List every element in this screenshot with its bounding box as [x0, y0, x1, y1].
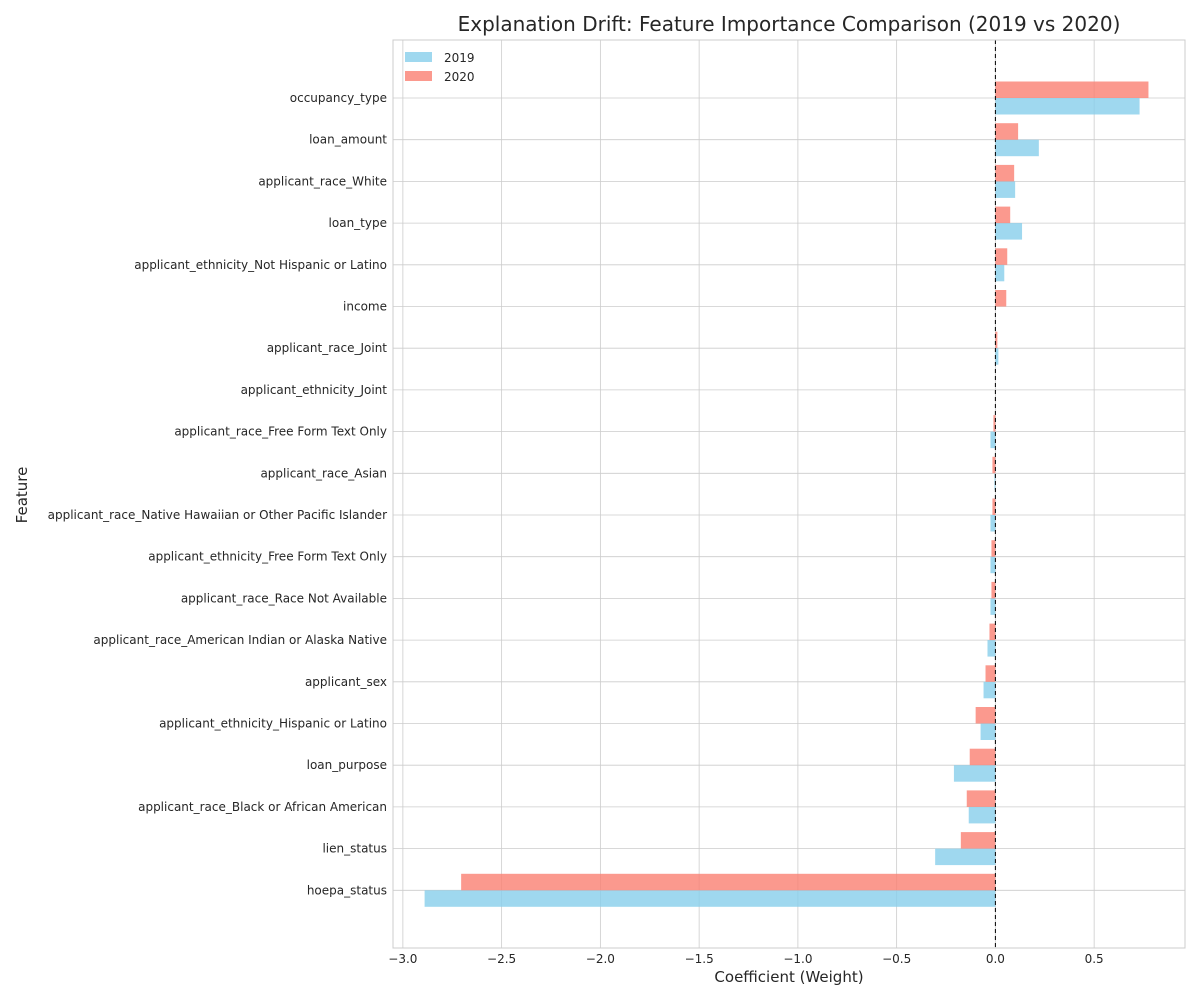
bar-2019-applicant-race-american-indian-or-alaska-native	[987, 640, 996, 657]
bar-2020-hoepa-status	[461, 873, 996, 891]
y-tick-label: applicant_race_Native Hawaiian or Other …	[48, 508, 387, 522]
y-tick-label: occupancy_type	[290, 91, 387, 105]
x-tick-label: −1.0	[783, 952, 812, 966]
y-tick-label: applicant_ethnicity_Hispanic or Latino	[159, 717, 387, 731]
x-tick-label: −2.5	[487, 952, 516, 966]
bar-2019-applicant-race-white	[995, 181, 1016, 198]
bar-2020-applicant-ethnicity-free-form-text-only	[991, 540, 996, 557]
legend-swatch-2020	[405, 71, 432, 81]
bar-2020-applicant-race-free-form-text-only	[993, 415, 996, 432]
bar-2020-loan-purpose	[969, 748, 996, 766]
legend-label-2019: 2019	[444, 51, 475, 65]
bar-2020-loan-amount	[995, 123, 1019, 140]
y-tick-label: lien_status	[322, 842, 387, 856]
bar-2019-applicant-ethnicity-not-hispanic-or-latino	[995, 264, 1005, 282]
x-tick-label: −2.0	[586, 952, 615, 966]
bar-2019-loan-purpose	[953, 765, 996, 782]
bar-2019-applicant-ethnicity-hispanic-or-latino	[980, 723, 996, 740]
bar-2020-applicant-race-black-or-african-american	[966, 790, 996, 807]
bar-2020-applicant-sex	[985, 665, 996, 682]
bar-2019-applicant-race-native-hawaiian-or-other-pacific-islander	[990, 515, 996, 532]
legend: 2019 2020	[405, 51, 475, 84]
bar-2019-applicant-ethnicity-free-form-text-only	[990, 556, 996, 574]
bar-2019-applicant-sex	[983, 681, 996, 699]
x-tick-label: 0.0	[986, 952, 1005, 966]
x-tick-labels: −3.0 −2.5 −2.0 −1.5 −1.0 −0.5 0.0 0.5	[388, 952, 1103, 966]
y-tick-label: income	[343, 300, 387, 314]
y-tick-label: applicant_race_Asian	[260, 466, 387, 480]
bar-2020-applicant-ethnicity-hispanic-or-latino	[975, 707, 996, 724]
y-tick-label: loan_type	[329, 216, 387, 230]
legend-label-2020: 2020	[444, 70, 475, 84]
bar-2019-applicant-race-race-not-available	[990, 598, 996, 615]
bar-2019-applicant-race-joint	[995, 348, 999, 365]
bar-2020-applicant-race-white	[995, 164, 1015, 182]
bar-2019-loan-amount	[995, 139, 1039, 157]
y-tick-label: applicant_race_Joint	[267, 341, 388, 355]
bar-2020-applicant-race-asian	[992, 456, 996, 474]
y-axis-label: Feature	[13, 467, 31, 524]
y-tick-label: loan_purpose	[307, 758, 387, 772]
bar-2020-applicant-race-race-not-available	[991, 581, 996, 599]
bar-2020-occupancy-type	[995, 81, 1149, 98]
plot-area-frame	[392, 39, 1186, 949]
x-tick-label: −1.5	[685, 952, 714, 966]
bar-2019-lien-status	[935, 848, 996, 866]
y-tick-label: applicant_race_Black or African American	[138, 800, 387, 814]
bar-2019-loan-type	[995, 223, 1023, 240]
bar-2019-applicant-race-black-or-african-american	[968, 806, 996, 824]
x-axis-label: Coefficient (Weight)	[714, 968, 863, 986]
legend-swatch-2019	[405, 52, 432, 62]
bar-2020-applicant-ethnicity-not-hispanic-or-latino	[995, 248, 1008, 265]
y-tick-label: applicant_race_Race Not Available	[181, 591, 387, 605]
y-tick-label: applicant_ethnicity_Joint	[241, 383, 388, 397]
bar-2020-applicant-race-american-indian-or-alaska-native	[989, 623, 996, 641]
bar-2020-applicant-race-joint	[995, 331, 998, 349]
bar-2020-loan-type	[995, 206, 1011, 224]
bar-2020-lien-status	[960, 832, 996, 849]
y-tick-labels: occupancy_type loan_amount applicant_race_…	[48, 91, 388, 897]
bar-2020-applicant-race-native-hawaiian-or-other-pacific-islander	[992, 498, 996, 515]
y-tick-label: loan_amount	[309, 133, 387, 147]
bar-layer	[424, 81, 1149, 907]
x-tick-label: 0.5	[1085, 952, 1104, 966]
chart-title: Explanation Drift: Feature Importance Co…	[458, 12, 1121, 36]
y-tick-label: applicant_race_Free Form Text Only	[174, 425, 387, 439]
bar-2019-occupancy-type	[995, 98, 1140, 115]
y-tick-label: applicant_sex	[305, 675, 387, 689]
bar-2019-applicant-race-free-form-text-only	[990, 431, 996, 449]
y-tick-label: applicant_ethnicity_Not Hispanic or Lati…	[134, 258, 387, 272]
y-tick-label: hoepa_status	[307, 883, 387, 897]
x-tick-label: −3.0	[388, 952, 417, 966]
bar-2019-hoepa-status	[424, 890, 996, 907]
y-tick-label: applicant_race_American Indian or Alaska…	[93, 633, 387, 647]
grid-layer	[393, 40, 1185, 948]
y-tick-label: applicant_ethnicity_Free Form Text Only	[148, 550, 387, 564]
y-tick-label: applicant_race_White	[258, 174, 387, 188]
x-tick-label: −0.5	[882, 952, 911, 966]
bar-2020-income	[995, 290, 1007, 307]
